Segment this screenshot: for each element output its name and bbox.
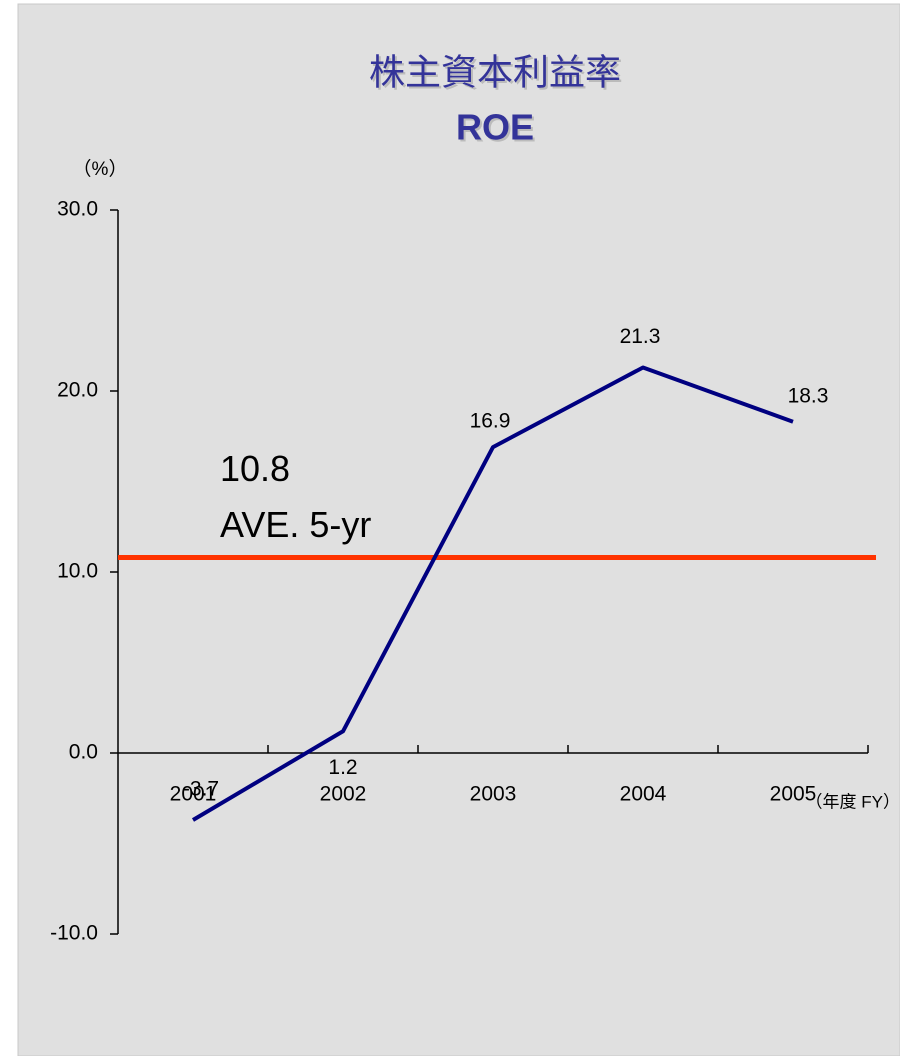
average-label: AVE. 5-yr: [220, 504, 371, 545]
chart-background: [17, 3, 900, 1056]
data-label: 1.2: [328, 756, 357, 779]
y-tick-label: -10.0: [50, 922, 98, 945]
chart-subtitle-shadow: ROE: [458, 109, 536, 150]
x-tick-label: 2005: [770, 783, 817, 806]
x-tick-label: 2002: [320, 783, 367, 806]
x-tick-label: 2001: [170, 783, 217, 806]
x-tick-label: 2004: [620, 783, 667, 806]
chart-subtitle: ROE: [456, 107, 534, 148]
x-axis-label: （年度 FY）: [806, 792, 900, 811]
data-label: 21.3: [620, 325, 661, 348]
data-label: -3.7: [183, 778, 219, 801]
chart-title-shadow: 株主資本利益率: [371, 54, 623, 95]
y-axis-label: （%）: [73, 158, 128, 180]
y-tick-label: 20.0: [57, 379, 98, 402]
y-tick-label: 10.0: [57, 560, 98, 583]
data-label: 16.9: [470, 410, 511, 433]
data-line: [191, 365, 794, 822]
x-tick-label: 2003: [470, 783, 517, 806]
y-tick-label: 0.0: [69, 741, 98, 764]
chart-title: 株主資本利益率: [369, 52, 621, 93]
data-label: 18.3: [788, 384, 829, 407]
y-tick-label: 30.0: [57, 198, 98, 221]
average-value-label: 10.8: [220, 448, 290, 489]
